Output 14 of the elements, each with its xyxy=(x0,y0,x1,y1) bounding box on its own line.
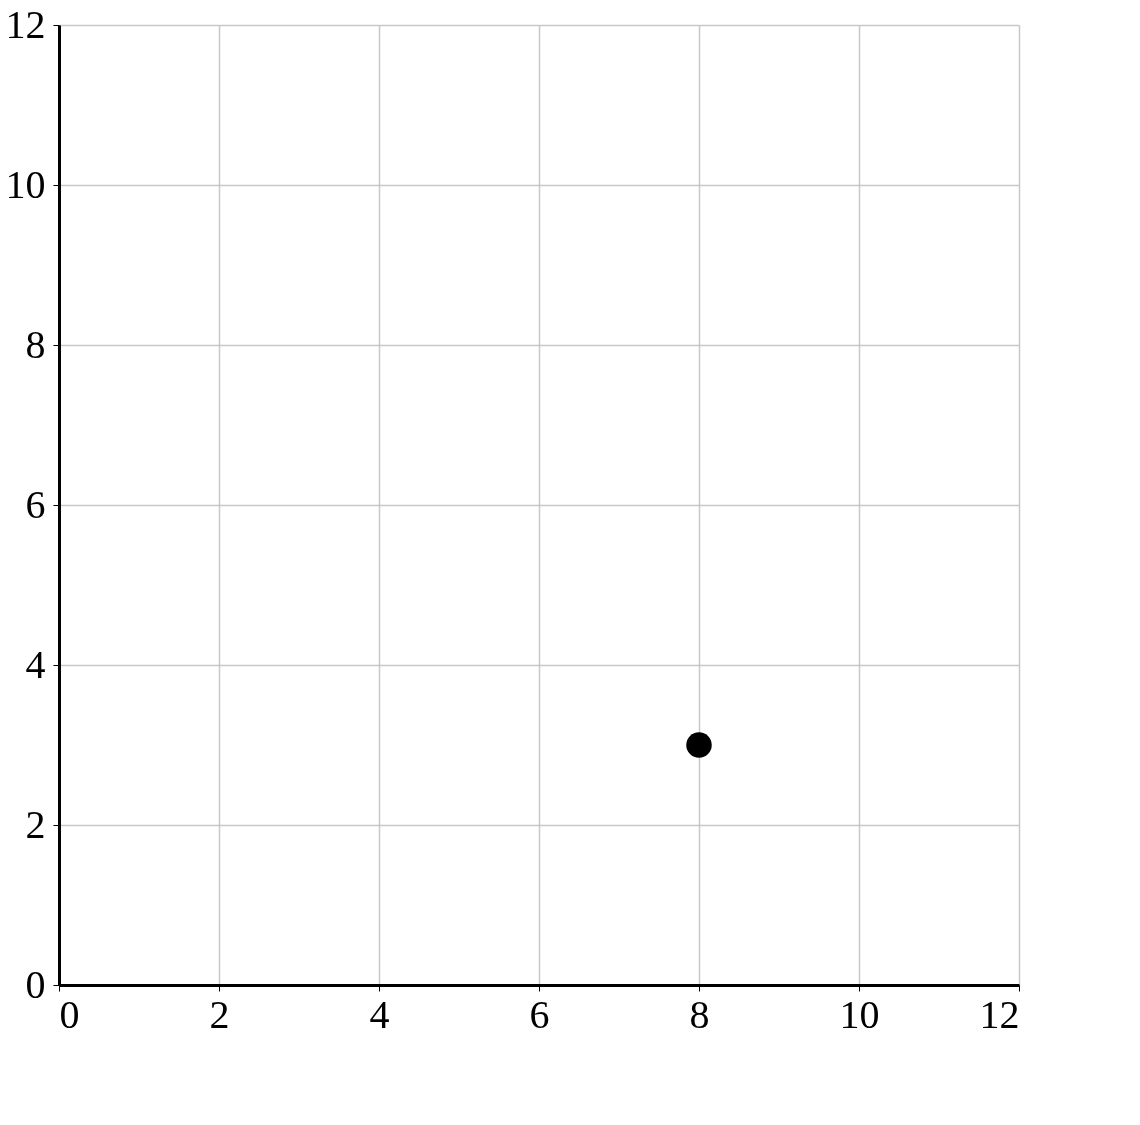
x-tick-label: 10 xyxy=(839,991,880,1037)
y-tick-label: 10 xyxy=(5,161,46,207)
x-tick-label: 0 xyxy=(59,991,80,1037)
x-tick-label: 2 xyxy=(209,991,230,1037)
y-tick-label: 6 xyxy=(25,481,46,527)
y-tick-label: 8 xyxy=(25,321,46,367)
y-tick-label: 12 xyxy=(5,1,46,47)
x-tick-label: 4 xyxy=(369,991,390,1037)
y-tick-label: 2 xyxy=(25,801,46,847)
y-tick-label: 4 xyxy=(25,641,46,687)
y-tick-label: 0 xyxy=(25,961,46,1007)
x-tick-label: 6 xyxy=(529,991,550,1037)
x-tick-label: 8 xyxy=(689,991,710,1037)
x-tick-label: 12 xyxy=(979,991,1020,1037)
